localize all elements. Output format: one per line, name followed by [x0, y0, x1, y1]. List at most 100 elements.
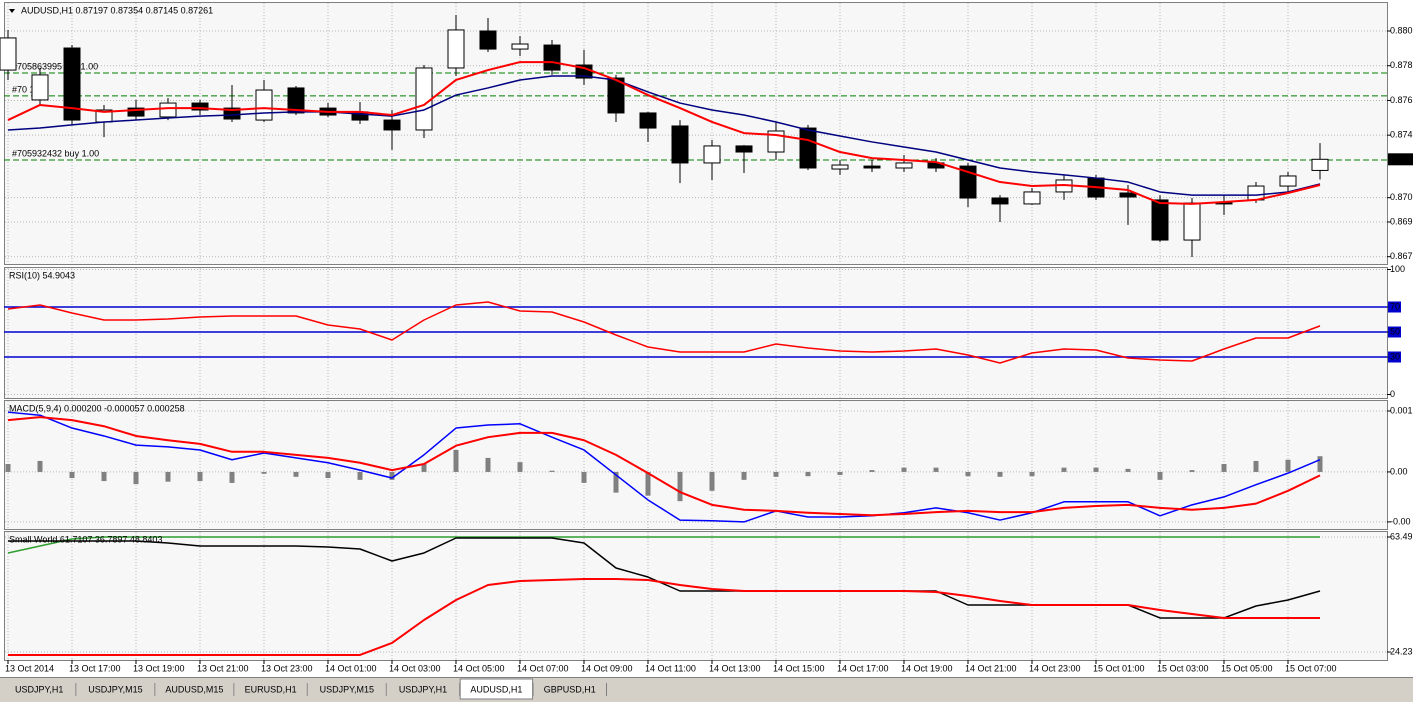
histogram-bar — [581, 471, 587, 483]
y-tick-label: -0.00 — [1390, 516, 1411, 526]
histogram-bar — [1125, 468, 1131, 472]
level-tag — [1388, 301, 1401, 313]
x-tick-label: 14 Oct 07:00 — [517, 663, 569, 673]
candle-body — [1023, 191, 1041, 205]
tab[interactable] — [155, 681, 234, 698]
candle-body — [255, 89, 273, 121]
x-tick-label: 13 Oct 23:00 — [261, 663, 313, 673]
candle-body — [127, 107, 145, 117]
candle-body — [287, 87, 305, 114]
x-tick-label: 14 Oct 11:00 — [645, 663, 696, 673]
x-tick-label: 14 Oct 17:00 — [837, 663, 889, 673]
tab[interactable] — [533, 681, 606, 698]
histogram-bar — [1061, 467, 1067, 472]
histogram-bar — [837, 471, 843, 475]
order-label: #705932432 buy 1.00 — [12, 148, 99, 158]
y-tick-label: 0 — [1390, 389, 1395, 399]
tab-label[interactable]: AUDUSD,H1 — [470, 684, 522, 694]
macd-line — [7, 411, 1321, 523]
candle-body — [415, 67, 433, 131]
candle-body — [159, 102, 177, 118]
x-tick-label: 14 Oct 23:00 — [1029, 663, 1081, 673]
x-tick-label: 14 Oct 09:00 — [581, 663, 633, 673]
candle-body — [383, 119, 401, 131]
x-tick-label: 14 Oct 19:00 — [901, 663, 953, 673]
histogram-bar — [1189, 470, 1195, 472]
price-tag-label: 0.872 — [1391, 154, 1413, 164]
tab[interactable] — [234, 681, 307, 698]
histogram-bar — [709, 471, 715, 491]
tab-label[interactable]: USDJPY,H1 — [399, 684, 447, 694]
histogram-bar — [389, 471, 395, 480]
candle-body — [671, 125, 689, 164]
histogram-bar — [517, 462, 523, 472]
level-tag — [1388, 351, 1401, 363]
x-tick-label: 14 Oct 21:00 — [965, 663, 1017, 673]
candle-body — [607, 77, 625, 114]
tab[interactable] — [76, 681, 155, 698]
x-tick-label: 14 Oct 03:00 — [389, 663, 441, 673]
candle-body — [863, 165, 881, 169]
candle-body — [703, 145, 721, 164]
candle-body — [191, 102, 209, 111]
histogram-bar — [421, 464, 427, 472]
x-tick-label: 15 Oct 01:00 — [1093, 663, 1145, 673]
histogram-bar — [293, 471, 299, 477]
candle-body — [0, 37, 17, 71]
tab-label[interactable]: USDJPY,M15 — [88, 684, 142, 694]
moving-average-line — [7, 61, 1321, 205]
histogram-bar — [261, 471, 267, 474]
y-tick-label: 0.876 — [1390, 95, 1413, 105]
x-tick-label: 13 Oct 17:00 — [69, 663, 121, 673]
histogram-bar — [869, 470, 875, 472]
tab-label[interactable]: USDJPY,M15 — [320, 684, 374, 694]
candle-body — [991, 197, 1009, 205]
candle-body — [223, 107, 241, 120]
x-tick-label: 14 Oct 13:00 — [709, 663, 761, 673]
x-tick-label: 15 Oct 07:00 — [1285, 663, 1337, 673]
panel-frame — [4, 2, 1388, 265]
histogram-bar — [5, 464, 11, 472]
histogram-bar — [1157, 471, 1163, 480]
indicator-line — [8, 578, 1320, 656]
histogram-bar — [549, 470, 555, 472]
y-tick-label: 0.880 — [1390, 25, 1413, 35]
histogram-bar — [741, 471, 747, 480]
candle-body — [799, 127, 817, 169]
y-tick-label: 0.001 — [1390, 405, 1413, 415]
histogram-bar — [485, 457, 491, 472]
histogram-bar — [453, 449, 459, 472]
tab-label[interactable]: EURUSD,H1 — [245, 684, 297, 694]
tab-label[interactable]: AUDUSD,M15 — [165, 684, 223, 694]
order-label: #70 1.00 — [12, 84, 47, 94]
candle-body — [639, 112, 657, 129]
histogram-bar — [997, 471, 1003, 477]
histogram-bar — [357, 471, 363, 480]
menu-triangle — [9, 9, 15, 13]
x-tick-label: 14 Oct 01:00 — [325, 663, 377, 673]
histogram-bar — [613, 471, 619, 493]
histogram-bar — [805, 471, 811, 477]
x-tick-label: 15 Oct 05:00 — [1221, 663, 1273, 673]
histogram-bar — [1093, 467, 1099, 472]
tab[interactable] — [3, 681, 76, 698]
tab[interactable] — [386, 681, 460, 698]
x-tick-label: 14 Oct 05:00 — [453, 663, 505, 673]
tab-label[interactable]: USDJPY,H1 — [15, 684, 63, 694]
histogram-bar — [645, 471, 651, 496]
macd-line — [7, 416, 1321, 517]
indicator-line — [7, 536, 1320, 554]
candle-body — [1183, 202, 1201, 241]
y-tick-label: 24.23 — [1390, 646, 1413, 656]
candle-body — [63, 47, 81, 121]
histogram-bar — [133, 471, 139, 485]
histogram-bar — [325, 471, 331, 479]
tab-label[interactable]: GBPUSD,H1 — [544, 684, 596, 694]
histogram-bar — [965, 471, 971, 477]
candle-body — [1279, 175, 1297, 187]
moving-average-line — [7, 75, 1321, 196]
tab[interactable] — [307, 681, 386, 698]
panel-title: Small World 61.7107 36.7897 48.8403 — [9, 534, 162, 544]
y-tick-label: 0.867 — [1390, 251, 1413, 261]
panel-frame — [4, 531, 1388, 661]
